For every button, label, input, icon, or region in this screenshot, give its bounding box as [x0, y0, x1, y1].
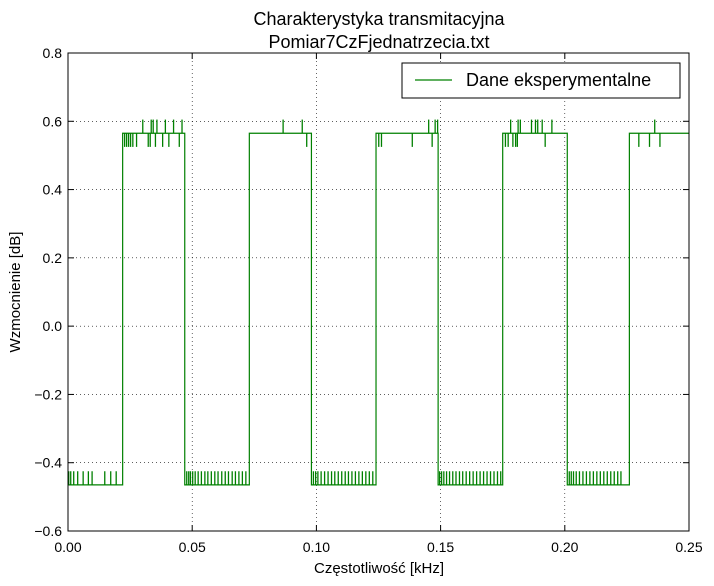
y-tick-label: −0.4	[34, 455, 62, 471]
x-tick-label: 0.25	[675, 539, 702, 555]
x-tick-labels: 0.00 0.05 0.10 0.15 0.20 0.25	[54, 539, 702, 555]
x-axis-label: Częstotliwość [kHz]	[314, 560, 444, 577]
y-tick-label: −0.2	[34, 386, 62, 402]
series-line	[68, 132, 689, 486]
y-tick-labels: −0.6 −0.4 −0.2 0.0 0.2 0.4 0.6 0.8	[34, 45, 62, 539]
y-axis-label: Wzmocnienie [dB]	[7, 232, 24, 353]
y-tick-label: −0.6	[34, 523, 62, 539]
plot-area	[68, 53, 689, 531]
y-tick-label: 0.8	[43, 45, 63, 61]
y-tick-label: 0.6	[43, 113, 63, 129]
y-tick-label: 0.4	[43, 182, 63, 198]
x-tick-label: 0.15	[427, 539, 454, 555]
legend: Dane eksperymentalne	[401, 62, 681, 99]
plot-frame	[67, 52, 690, 532]
y-tick-label: 0.0	[43, 318, 63, 334]
x-tick-label: 0.20	[551, 539, 578, 555]
x-tick-label: 0.10	[303, 539, 330, 555]
y-tick-label: 0.2	[43, 250, 63, 266]
chart-title-line-1: Charakterystyka transmitacyjna	[253, 9, 505, 29]
x-tick-label: 0.00	[54, 539, 81, 555]
x-tick-label: 0.05	[179, 539, 206, 555]
legend-label: Dane eksperymentalne	[466, 70, 651, 90]
series-layer	[68, 119, 689, 486]
chart-title-line-2: Pomiar7CzFjednatrzecia.txt	[268, 32, 489, 52]
